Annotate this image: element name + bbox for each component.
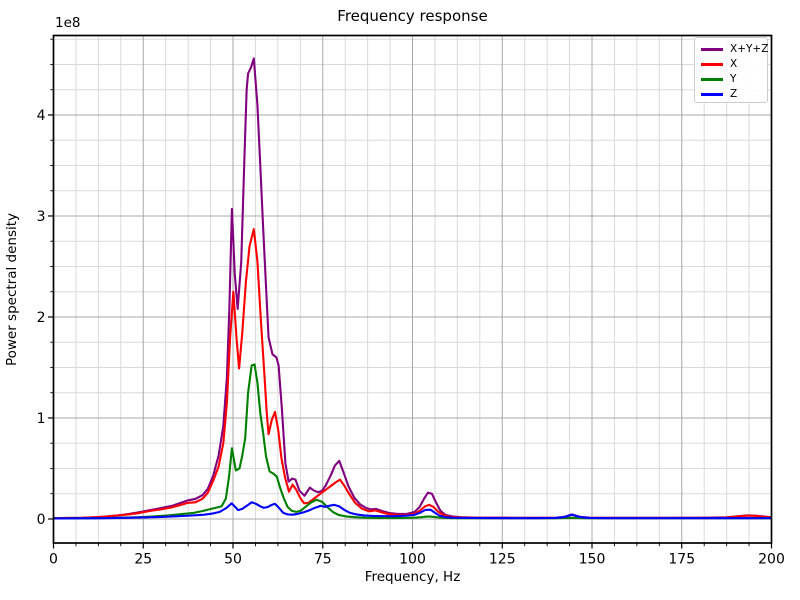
legend-line-swatch [701, 63, 723, 66]
y-axis-offset-label: 1e8 [55, 15, 80, 31]
legend-item-label: Z [730, 88, 738, 101]
y-axis-title: Power spectral density [4, 213, 20, 366]
legend-item-2: Y [695, 72, 767, 87]
series-lines [53, 57, 772, 520]
x-tick-label: 200 [758, 552, 785, 568]
legend-item-3: Z [695, 87, 767, 102]
y-tick-label: 0 [37, 512, 46, 528]
x-tick-label: 25 [134, 552, 152, 568]
tick-labels: 0 25 50 75 100 125 150 175 200 0 1 2 3 4 [37, 108, 785, 568]
x-tick-label: 125 [489, 552, 516, 568]
x-tick-label: 50 [224, 552, 242, 568]
legend-line-swatch [701, 93, 723, 96]
x-tick-label: 175 [668, 552, 695, 568]
legend-item-label: Y [730, 73, 737, 86]
x-tick-label: 100 [399, 552, 426, 568]
series-line-3 [53, 501, 772, 520]
series-line-2 [53, 363, 772, 520]
legend-line-swatch [701, 78, 723, 81]
legend-item-1: X [695, 57, 767, 72]
y-tick-label: 4 [37, 108, 46, 124]
y-tick-label: 3 [37, 209, 46, 225]
legend-item-label: X+Y+Z [730, 43, 769, 56]
y-tick-label: 2 [37, 310, 46, 326]
y-tick-label: 1 [37, 411, 46, 427]
x-tick-label: 0 [49, 552, 58, 568]
legend-item-label: X [730, 58, 738, 71]
legend-item-0: X+Y+Z [695, 42, 769, 57]
axis-ticks [48, 38, 773, 549]
x-tick-label: 75 [314, 552, 332, 568]
x-axis-title: Frequency, Hz [365, 569, 461, 585]
chart-title: Frequency response [337, 7, 487, 25]
major-gridlines [53, 35, 772, 543]
legend: X+Y+Z X Y Z [694, 37, 768, 103]
legend-line-swatch [701, 48, 723, 51]
x-tick-label: 150 [579, 552, 606, 568]
